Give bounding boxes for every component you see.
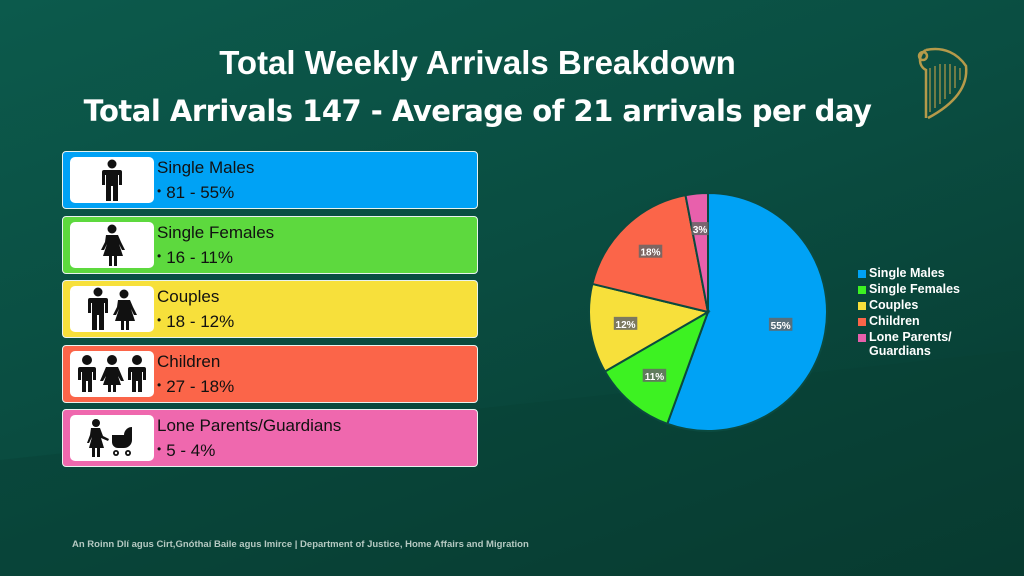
legend-item: Lone Parents/ Guardians [858, 330, 969, 358]
pie-slice-children [591, 193, 710, 314]
category-card-single-males: Single Males • 81 - 55% [62, 151, 478, 209]
legend-swatch [858, 302, 866, 310]
legend-swatch [858, 286, 866, 294]
parent-with-pram-icon [87, 419, 132, 457]
children-icon [78, 355, 146, 392]
category-value: • 81 - 55% [157, 183, 235, 202]
category-value: • 16 - 11% [157, 248, 233, 267]
harp-logo-icon [917, 47, 968, 120]
legend-item: Single Females [858, 282, 969, 296]
single-male-icon-box [70, 157, 154, 203]
legend-label: Lone Parents/ Guardians [869, 330, 952, 358]
data-label-background [642, 368, 667, 382]
category-value: • 18 - 12% [157, 312, 235, 331]
category-card-single-females: Single Females • 16 - 11% [62, 216, 478, 274]
data-label-background [613, 316, 638, 330]
single-female-icon [101, 224, 125, 266]
category-label: Single Males [157, 158, 255, 177]
data-label: 3% [693, 225, 708, 236]
legend-label: Single Males [869, 266, 945, 280]
category-label: Single Females [157, 223, 275, 242]
category-value: • 27 - 18% [157, 377, 235, 396]
pie-slice-lone-parents-guardians [684, 191, 709, 313]
category-label: Couples [157, 287, 220, 306]
category-card-children: Children • 27 - 18% [62, 345, 478, 403]
legend-label: Single Females [869, 282, 961, 296]
legend-item: Single Males [858, 266, 969, 280]
data-label: 12% [616, 320, 636, 331]
category-card-couples: Couples • 18 - 12% [62, 280, 478, 338]
pie-slice-couples [588, 282, 711, 373]
data-label-background [768, 317, 793, 331]
parent-with-pram-icon-box [70, 415, 154, 461]
couple-icon-box [70, 286, 154, 332]
legend-item: Couples [858, 298, 969, 312]
category-card-lone-parents: Lone Parents/Guardians • 5 - 4% [62, 409, 478, 467]
legend-label: Couples [869, 298, 919, 312]
category-label: Lone Parents/Guardians [157, 416, 342, 435]
data-label: 18% [641, 248, 661, 259]
pie-slice-single-females [603, 309, 710, 426]
legend-label: Children [869, 314, 920, 328]
legend-swatch [858, 334, 866, 342]
data-label: 11% [645, 372, 665, 383]
data-label-background [638, 244, 663, 258]
category-label: Children [157, 352, 221, 371]
legend-item: Children [858, 314, 969, 328]
chart-legend: Single Males Single Females Couples Childre… [858, 266, 969, 360]
slide-title: Total Weekly Arrivals Breakdown [219, 44, 736, 81]
data-label-background [691, 222, 709, 236]
data-label: 55% [771, 321, 791, 332]
slide-subtitle: Total Arrivals 147 - Average of 21 arriv… [83, 94, 872, 128]
single-female-icon-box [70, 222, 154, 268]
category-value: • 5 - 4% [157, 441, 216, 460]
legend-swatch [858, 270, 866, 278]
footer-text: An Roinn Dlí agus Cirt,Gnóthaí Baile agu… [72, 539, 529, 550]
single-male-icon [102, 159, 122, 201]
legend-swatch [858, 318, 866, 326]
couple-icon [88, 287, 137, 330]
pie-slice-single-males [666, 191, 828, 432]
children-icon-box [70, 351, 154, 397]
